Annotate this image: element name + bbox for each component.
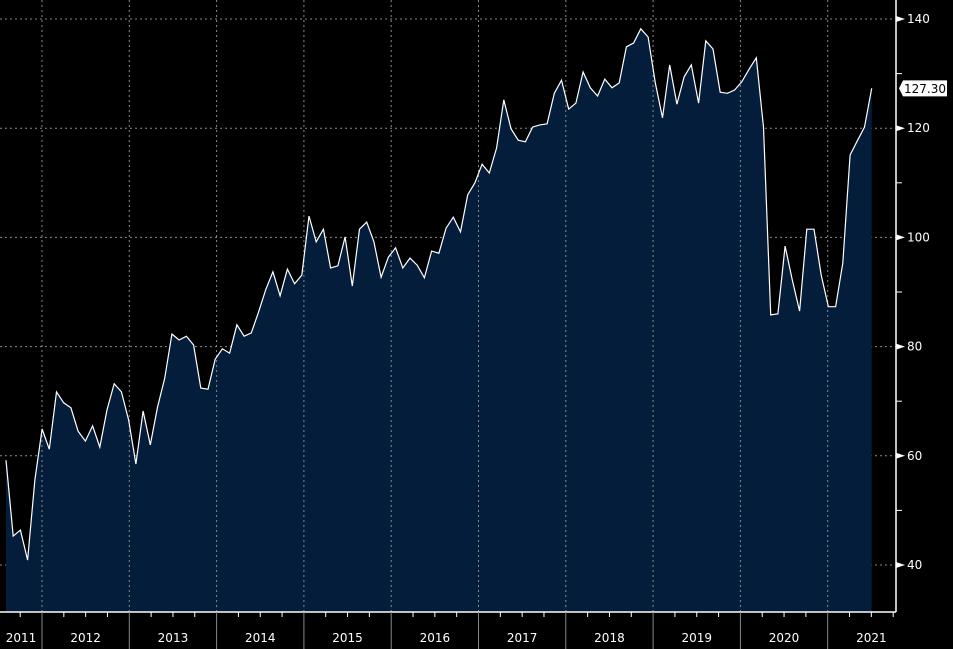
- y-tick-label: 80: [907, 340, 922, 354]
- x-tick-label: 2015: [332, 631, 363, 645]
- y-tick-marker: [896, 234, 905, 241]
- x-tick-label: 2018: [594, 631, 625, 645]
- y-tick-marker: [896, 452, 905, 459]
- y-tick-label: 100: [907, 230, 930, 244]
- series-line: [5, 27, 873, 561]
- y-tick-label: 60: [907, 449, 922, 463]
- last-value-label: 127.30: [899, 80, 947, 97]
- y-tick-marker: [896, 562, 905, 568]
- x-tick-label: 2014: [245, 631, 276, 645]
- x-tick-label: 2017: [507, 631, 538, 645]
- x-tick-label: 2016: [420, 631, 451, 645]
- y-tick-marker: [896, 16, 905, 22]
- y-tick-label: 40: [907, 558, 922, 572]
- x-axis-ticks: 2011 2012 2013 2014 2015 2016 2017 2018 2019 2020…: [6, 612, 894, 649]
- x-tick-label: 2021: [856, 631, 887, 645]
- y-tick-label: 140: [907, 12, 930, 26]
- series-area-fill: [6, 28, 872, 613]
- x-tick-label: 2012: [70, 631, 101, 645]
- x-tick-label: 2020: [769, 631, 800, 645]
- y-axis-ticks: 40 60 80 100 120 140: [896, 12, 930, 572]
- y-tick-marker: [896, 125, 905, 132]
- x-tick-label: 2013: [158, 631, 189, 645]
- vertical-gridlines: [41, 0, 829, 612]
- y-tick-label: 120: [907, 121, 930, 135]
- x-tick-label: 2019: [681, 631, 712, 645]
- y-tick-marker: [896, 343, 905, 350]
- last-value-text: 127.30: [904, 82, 946, 96]
- x-tick-label: 2011: [6, 631, 37, 645]
